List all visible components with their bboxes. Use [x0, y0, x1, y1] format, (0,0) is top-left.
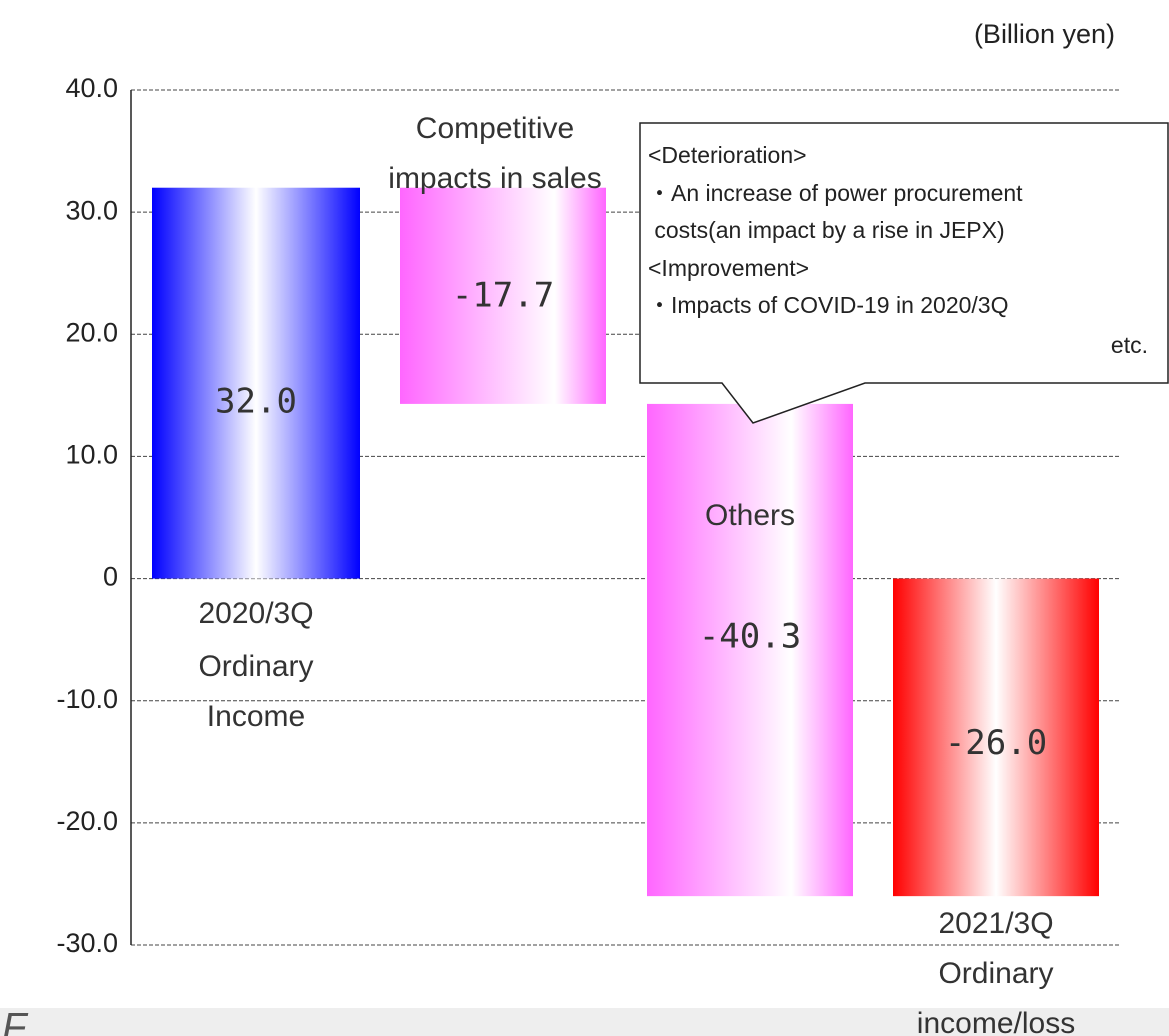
- unit-label: (Billion yen): [974, 19, 1115, 49]
- category-label: income/loss: [917, 1007, 1075, 1036]
- value-label: -17.7: [452, 275, 554, 315]
- value-label: -40.3: [699, 617, 801, 657]
- callout-text: ・Impacts of COVID-19 in 2020/3Q: [648, 292, 1009, 318]
- y-tick-label: 40.0: [65, 73, 118, 103]
- category-label: Income: [207, 700, 305, 733]
- category-label: Competitive: [416, 112, 574, 145]
- category-label: Ordinary: [198, 650, 313, 683]
- bar: [152, 187, 360, 579]
- value-label: 32.0: [215, 382, 297, 422]
- y-tick-label: -30.0: [56, 928, 118, 958]
- y-tick-label: -20.0: [56, 806, 118, 836]
- y-tick-label: 30.0: [65, 195, 118, 225]
- y-tick-label: -10.0: [56, 684, 118, 714]
- category-label: Others: [705, 499, 795, 532]
- callout-text: costs(an impact by a rise in JEPX): [648, 217, 1005, 243]
- callout-text: etc.: [1111, 332, 1148, 358]
- category-label: 2021/3Q: [938, 907, 1053, 940]
- bar: [893, 578, 1099, 897]
- category-label: 2020/3Q: [198, 597, 313, 630]
- callout-text: ・An increase of power procurement: [648, 180, 1023, 206]
- y-tick-label: 10.0: [65, 440, 118, 470]
- callout: [639, 122, 1169, 424]
- y-tick-label: 20.0: [65, 317, 118, 347]
- category-label: impacts in sales: [388, 162, 601, 195]
- value-label: -26.0: [945, 723, 1047, 763]
- bar: [400, 187, 606, 404]
- footer-strip: [0, 1008, 1169, 1036]
- callout-text: <Improvement>: [648, 255, 809, 281]
- callout-text: <Deterioration>: [648, 142, 807, 168]
- y-tick-label: 0: [103, 562, 118, 592]
- footer-text: F: [2, 1006, 29, 1036]
- bar: [647, 403, 853, 897]
- category-label: Ordinary: [938, 957, 1053, 990]
